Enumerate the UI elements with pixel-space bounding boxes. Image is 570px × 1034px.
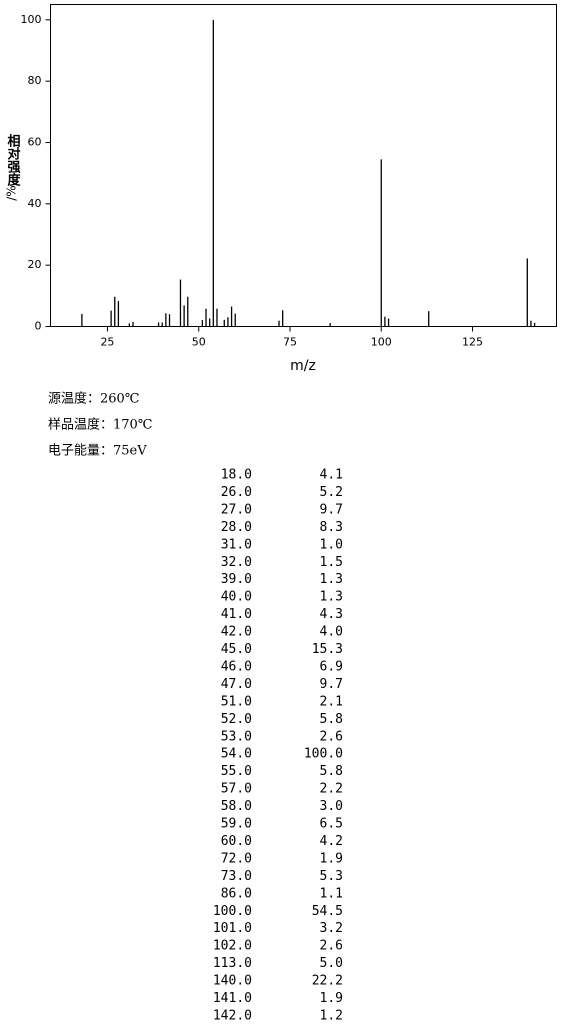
y-tick-label: 40	[28, 197, 42, 210]
x-tick-label: 125	[462, 336, 483, 349]
x-tick-label: 100	[371, 336, 392, 349]
x-axis-label: m/z	[290, 358, 316, 374]
y-tick-label: 60	[28, 136, 42, 149]
table-intensity: 4.0	[320, 625, 343, 640]
table-mz: 60.0	[221, 834, 252, 849]
table-mz: 140.0	[213, 974, 252, 989]
table-intensity: 6.9	[320, 659, 343, 674]
table-intensity: 2.1	[320, 694, 343, 709]
table-intensity: 1.3	[320, 590, 343, 605]
table-intensity: 9.7	[320, 502, 343, 517]
table-intensity: 15.3	[312, 642, 343, 657]
table-mz: 42.0	[221, 625, 252, 640]
table-intensity: 1.1	[320, 886, 343, 901]
table-intensity: 3.2	[320, 921, 343, 936]
table-mz: 58.0	[221, 799, 252, 814]
table-intensity: 1.3	[320, 572, 343, 587]
table-intensity: 1.5	[320, 555, 343, 570]
table-intensity: 4.2	[320, 834, 343, 849]
x-tick-label: 25	[100, 336, 114, 349]
table-intensity: 2.6	[320, 939, 343, 954]
table-intensity: 100.0	[304, 747, 343, 762]
x-tick-label: 75	[283, 336, 297, 349]
table-mz: 72.0	[221, 851, 252, 866]
table-mz: 26.0	[221, 485, 252, 500]
table-mz: 113.0	[213, 956, 252, 971]
y-tick-label: 80	[28, 74, 42, 87]
table-intensity: 8.3	[320, 520, 343, 535]
table-mz: 73.0	[221, 869, 252, 884]
table-mz: 52.0	[221, 712, 252, 727]
table-intensity: 4.3	[320, 607, 343, 622]
table-intensity: 1.2	[320, 1008, 343, 1023]
table-mz: 46.0	[221, 659, 252, 674]
table-intensity: 1.9	[320, 991, 343, 1006]
table-intensity: 3.0	[320, 799, 343, 814]
table-intensity: 5.2	[320, 485, 343, 500]
table-intensity: 22.2	[312, 974, 343, 989]
x-tick-label: 50	[192, 336, 206, 349]
table-mz: 41.0	[221, 607, 252, 622]
table-mz: 45.0	[221, 642, 252, 657]
table-intensity: 1.0	[320, 537, 343, 552]
table-intensity: 5.8	[320, 712, 343, 727]
table-mz: 40.0	[221, 590, 252, 605]
table-mz: 59.0	[221, 817, 252, 832]
table-intensity: 1.9	[320, 851, 343, 866]
table-mz: 142.0	[213, 1008, 252, 1023]
y-tick-label: 0	[35, 320, 42, 333]
table-mz: 102.0	[213, 939, 252, 954]
table-intensity: 9.7	[320, 677, 343, 692]
table-intensity: 4.1	[320, 468, 343, 483]
table-intensity: 5.0	[320, 956, 343, 971]
table-mz: 51.0	[221, 694, 252, 709]
table-mz: 100.0	[213, 904, 252, 919]
table-mz: 28.0	[221, 520, 252, 535]
table-mz: 86.0	[221, 886, 252, 901]
table-mz: 54.0	[221, 747, 252, 762]
table-mz: 39.0	[221, 572, 252, 587]
table-mz: 47.0	[221, 677, 252, 692]
table-mz: 101.0	[213, 921, 252, 936]
table-mz: 55.0	[221, 764, 252, 779]
table-mz: 31.0	[221, 537, 252, 552]
table-intensity: 6.5	[320, 817, 343, 832]
table-intensity: 2.2	[320, 782, 343, 797]
table-mz: 141.0	[213, 991, 252, 1006]
table-intensity: 2.6	[320, 729, 343, 744]
condition: 电子能量：75eV	[48, 444, 147, 459]
table-intensity: 5.3	[320, 869, 343, 884]
y-axis-label: 相对强度	[5, 133, 21, 187]
condition: 源温度：260℃	[48, 391, 139, 407]
y-tick-label: 100	[21, 13, 42, 26]
table-intensity: 5.8	[320, 764, 343, 779]
table-intensity: 54.5	[312, 904, 343, 919]
table-mz: 27.0	[221, 502, 252, 517]
y-tick-label: 20	[28, 258, 42, 271]
plot-frame	[50, 4, 557, 327]
table-mz: 18.0	[221, 468, 252, 483]
condition: 样品温度：170℃	[48, 417, 152, 433]
table-mz: 53.0	[221, 729, 252, 744]
table-mz: 32.0	[221, 555, 252, 570]
y-axis-unit: /%	[5, 185, 19, 200]
table-mz: 57.0	[221, 782, 252, 797]
